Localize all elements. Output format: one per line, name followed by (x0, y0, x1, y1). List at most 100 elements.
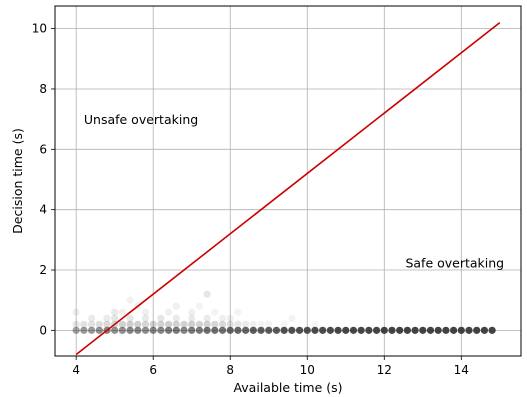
data-point (95, 320, 103, 328)
data-point (126, 314, 134, 322)
data-point (172, 302, 180, 310)
data-point (280, 326, 288, 334)
data-point (118, 308, 126, 316)
grid (55, 6, 521, 356)
data-point (188, 308, 196, 316)
data-point (218, 320, 227, 328)
y-tick-label: 0 (39, 323, 47, 337)
y-tick-label: 6 (39, 142, 47, 156)
data-point (226, 326, 234, 334)
data-point (103, 320, 111, 328)
threshold-line-group (75, 21, 501, 356)
data-point (188, 326, 196, 334)
data-point (141, 308, 150, 316)
data-point (87, 326, 96, 334)
data-point (211, 326, 219, 334)
annotation-safe: Safe overtaking (405, 255, 504, 270)
data-point (249, 326, 257, 334)
data-point (288, 314, 296, 322)
data-point (188, 320, 196, 328)
data-point (165, 308, 173, 316)
data-point (342, 326, 350, 334)
data-point (457, 326, 465, 334)
data-point (242, 320, 250, 328)
data-point (226, 320, 234, 328)
data-point (165, 320, 173, 328)
data-point (226, 314, 234, 322)
data-point (434, 326, 442, 334)
y-tick-label: 10 (32, 22, 47, 36)
data-point (203, 290, 211, 298)
data-point (126, 320, 134, 328)
data-point (157, 326, 165, 334)
data-point (288, 326, 296, 334)
data-point (257, 320, 265, 328)
x-tick-label: 6 (149, 363, 157, 377)
data-point (419, 326, 427, 334)
x-tick-label: 10 (300, 363, 315, 377)
data-point (311, 326, 319, 334)
data-points (72, 290, 496, 334)
data-point (265, 326, 273, 334)
x-tick-label: 4 (72, 363, 80, 377)
data-point (72, 320, 80, 328)
data-point (295, 326, 304, 334)
y-tick-label: 4 (39, 203, 47, 217)
data-point (172, 326, 180, 334)
plot-frame (54, 5, 522, 357)
data-point (211, 308, 219, 316)
data-point (465, 326, 473, 334)
data-point (319, 326, 327, 334)
data-point (157, 314, 165, 322)
data-point (195, 320, 204, 328)
data-point (380, 326, 388, 334)
data-point (488, 326, 496, 334)
data-point (141, 320, 150, 328)
data-point (403, 326, 411, 334)
data-point (188, 314, 196, 322)
data-point (134, 320, 142, 328)
data-point (426, 326, 435, 334)
data-point (87, 314, 96, 322)
data-point (442, 326, 450, 334)
data-point (172, 320, 180, 328)
data-point (80, 326, 88, 334)
data-point (126, 326, 134, 334)
data-point (203, 314, 211, 322)
data-point (111, 326, 119, 334)
data-point (242, 326, 250, 334)
data-point (303, 326, 311, 334)
data-point (72, 308, 80, 316)
data-point (149, 326, 157, 334)
data-point (234, 326, 242, 334)
data-point (372, 326, 381, 334)
data-point (111, 308, 119, 316)
data-point (195, 302, 204, 310)
axis-ticks: 4 6 8 10 12 14 0 2 4 6 8 10 (32, 22, 469, 377)
data-point (180, 320, 188, 328)
data-point (180, 326, 188, 334)
data-point (349, 326, 358, 334)
x-tick-label: 14 (454, 363, 469, 377)
x-tick-label: 12 (377, 363, 392, 377)
data-point (396, 326, 404, 334)
y-tick-label: 2 (39, 263, 47, 277)
data-point (365, 326, 373, 334)
data-point (326, 326, 334, 334)
data-point (95, 326, 103, 334)
data-point (265, 320, 273, 328)
data-point (211, 320, 219, 328)
data-point (72, 326, 80, 334)
data-point (87, 320, 96, 328)
data-point (80, 320, 88, 328)
data-point (134, 326, 142, 334)
data-point (357, 326, 365, 334)
y-tick-label: 8 (39, 82, 47, 96)
data-point (257, 326, 265, 334)
data-point (249, 320, 257, 328)
y-axis-label: Decision time (s) (10, 128, 25, 234)
data-point (157, 320, 165, 328)
data-point (203, 320, 211, 328)
threshold-line (75, 21, 501, 356)
